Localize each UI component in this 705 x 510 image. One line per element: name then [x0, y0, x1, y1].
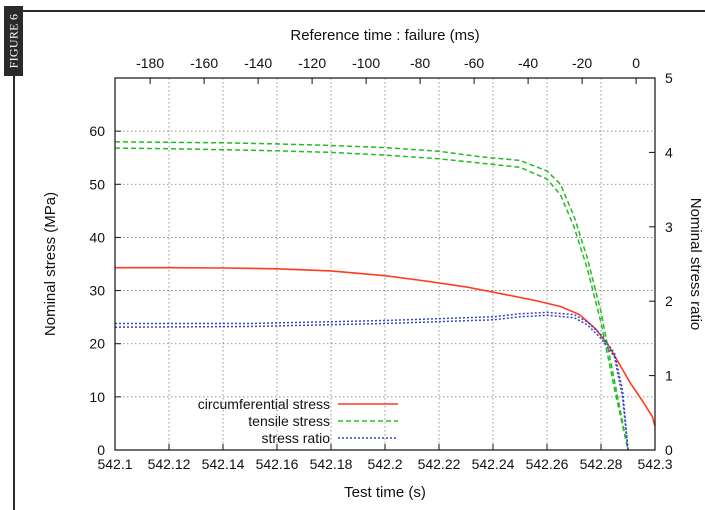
- x-tick-label: 542.26: [526, 456, 569, 472]
- series-lines: [114, 141, 656, 451]
- frame-left-rule: [13, 76, 15, 510]
- x2-tick-label: 0: [632, 55, 640, 71]
- series-line-tensile-stress-2: [114, 147, 629, 451]
- x2-tick-label: -120: [298, 55, 326, 71]
- series-line-tensile-stress-1: [114, 141, 629, 451]
- series-line-stress-ratio-4: [114, 314, 629, 451]
- x2-tick-label: -40: [518, 55, 538, 71]
- legend-label-stress-ratio: stress ratio: [262, 430, 331, 446]
- left-axis-title: Nominal stress (MPa): [42, 192, 59, 336]
- x-tick-label: 542.18: [310, 456, 353, 472]
- axis-ticks: 542.1 542.12 542.14 542.16 542.18 542.2 542.22…: [89, 55, 673, 472]
- x-tick-label: 542.28: [580, 456, 623, 472]
- grid-lines: [115, 78, 655, 450]
- x-tick-label: 542.12: [148, 456, 191, 472]
- x-tick-label: 542.14: [202, 456, 245, 472]
- y2-tick-label: 3: [665, 219, 673, 235]
- x-tick-label: 542.24: [472, 456, 515, 472]
- frame-top-rule: [23, 10, 705, 12]
- right-axis-title: Nominal stress ratio: [687, 198, 704, 331]
- x2-tick-label: -140: [244, 55, 272, 71]
- y-tick-label: 50: [89, 176, 105, 192]
- x-tick-label: 542.3: [637, 456, 672, 472]
- series-line-circumferential-stress-0: [115, 266, 656, 427]
- x2-tick-label: -100: [352, 55, 380, 71]
- x-tick-label: 542.22: [418, 456, 461, 472]
- bottom-axis-title: Test time (s): [344, 484, 426, 501]
- y-tick-label: 0: [97, 442, 105, 458]
- x-tick-label: 542.1: [97, 456, 132, 472]
- x2-tick-label: -160: [190, 55, 218, 71]
- y2-tick-label: 1: [665, 368, 673, 384]
- y2-tick-label: 5: [665, 70, 673, 86]
- top-axis-title: Reference time : failure (ms): [290, 27, 479, 44]
- x2-tick-label: -80: [410, 55, 430, 71]
- legend-label-circumferential-stress: circumferential stress: [198, 396, 330, 412]
- x2-tick-label: -180: [136, 55, 164, 71]
- series-line-stress-ratio-3: [115, 311, 629, 451]
- y2-tick-label: 0: [665, 442, 673, 458]
- y-tick-label: 20: [89, 336, 105, 352]
- y-tick-label: 40: [89, 229, 105, 245]
- y2-tick-label: 2: [665, 293, 673, 309]
- y2-tick-label: 4: [665, 144, 673, 160]
- x-tick-label: 542.16: [256, 456, 299, 472]
- y-tick-label: 60: [89, 123, 105, 139]
- x2-tick-label: -20: [572, 55, 592, 71]
- legend-label-tensile-stress: tensile stress: [248, 413, 330, 429]
- y-tick-label: 10: [89, 389, 105, 405]
- x2-tick-label: -60: [464, 55, 484, 71]
- y-tick-label: 30: [89, 283, 105, 299]
- x-tick-label: 542.2: [367, 456, 402, 472]
- figure-label-tab: FIGURE 6: [4, 6, 23, 76]
